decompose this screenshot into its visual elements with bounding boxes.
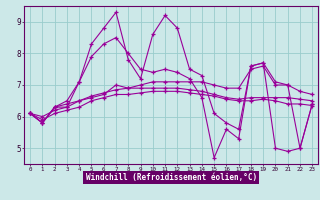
X-axis label: Windchill (Refroidissement éolien,°C): Windchill (Refroidissement éolien,°C) bbox=[86, 173, 257, 182]
